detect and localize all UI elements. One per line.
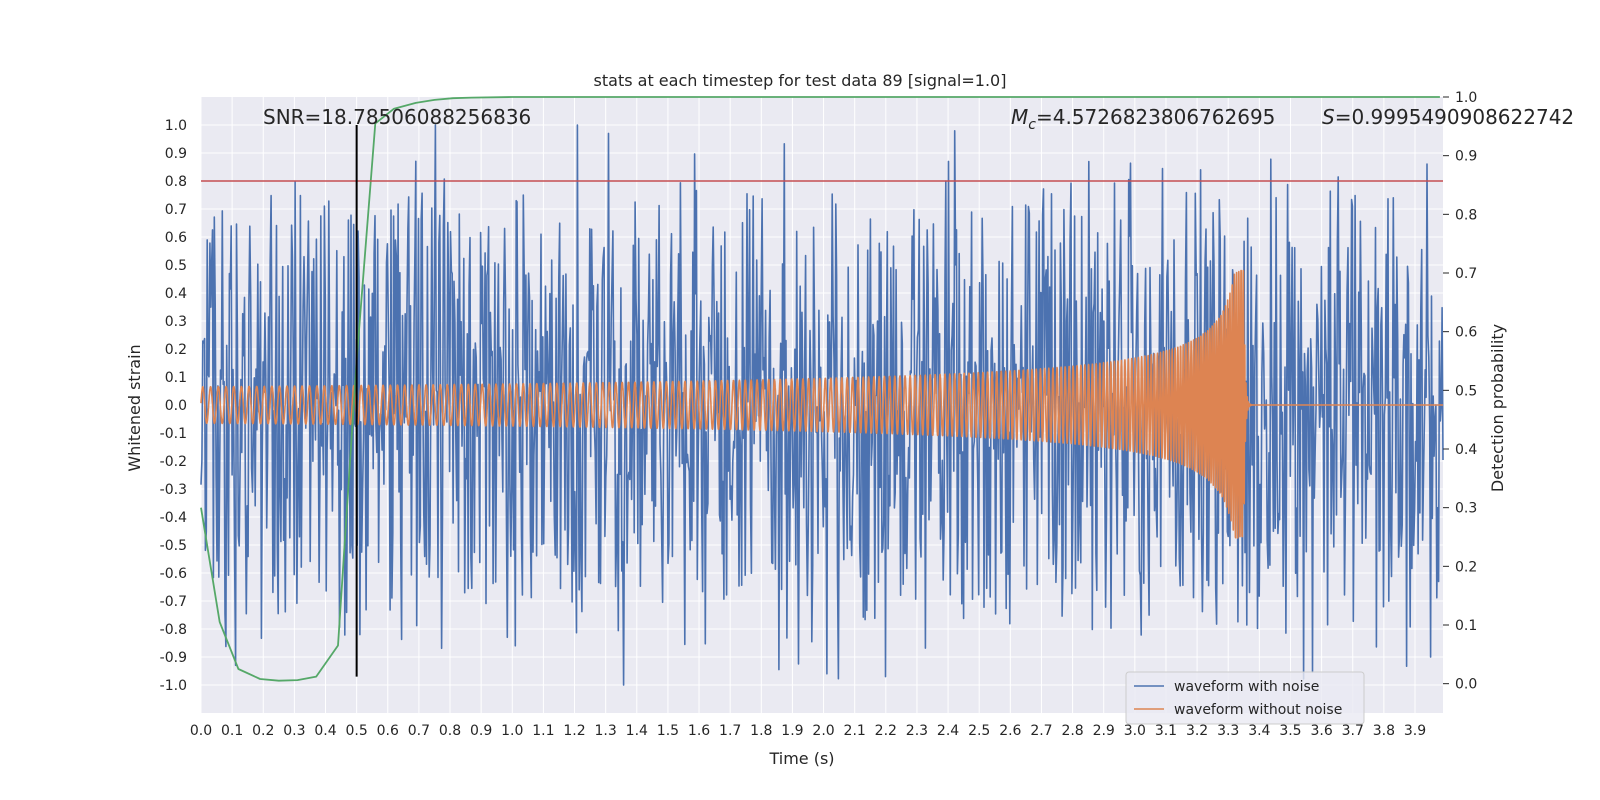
x-tick-label: 2.6 (999, 723, 1021, 739)
x-tick-label: 2.5 (968, 723, 990, 739)
x-tick-label: 0.3 (283, 723, 305, 739)
legend-label-clean: waveform without noise (1174, 702, 1342, 718)
x-tick-label: 1.2 (563, 723, 585, 739)
y2-tick-label: 0.9 (1455, 149, 1477, 165)
legend-box (1125, 671, 1365, 725)
y-tick-label: -0.1 (160, 426, 187, 442)
x-tick-label: 3.2 (1186, 723, 1208, 739)
x-axis-label: Time (s) (768, 749, 834, 768)
y2-tick-label: 0.8 (1455, 207, 1477, 223)
x-tick-label: 2.0 (812, 723, 834, 739)
plot-area (200, 96, 1444, 713)
y-tick-label: 0.2 (165, 342, 187, 358)
markers (201, 125, 1443, 677)
x-tick-label: 1.7 (719, 723, 741, 739)
x-tick-label: 3.4 (1248, 723, 1270, 739)
x-tick-label: 3.7 (1342, 723, 1364, 739)
x-tick-label: 2.7 (1030, 723, 1052, 739)
y2-tick-label: 0.6 (1455, 325, 1477, 341)
x-tick-label: 3.9 (1404, 723, 1426, 739)
x-tick-label: 0.9 (470, 723, 492, 739)
y-tick-label: -0.4 (160, 510, 187, 526)
x-tick-label: 2.3 (906, 723, 928, 739)
y2-tick-label: 0.7 (1455, 266, 1477, 282)
y-tick-label: -0.8 (160, 622, 187, 638)
y-tick-label: -0.9 (160, 650, 187, 666)
s-value: =0.9995490908622742 (1335, 105, 1574, 129)
s-symbol: S (1322, 105, 1335, 129)
y2-tick-label: 0.3 (1455, 501, 1477, 517)
x-tick-label: 0.5 (346, 723, 368, 739)
y2-tick-label: 0.1 (1455, 618, 1477, 634)
y2-tick-label: 0.2 (1455, 559, 1477, 575)
y-tick-label: 0.7 (165, 202, 187, 218)
y-tick-label: -0.7 (160, 594, 187, 610)
probability-line (200, 96, 1440, 682)
y-tick-label: 0.0 (165, 398, 187, 414)
snr-annotation: SNR=18.78506088256836 (263, 105, 531, 129)
x-tick-label: 3.1 (1155, 723, 1177, 739)
x-tick-label: 1.9 (781, 723, 803, 739)
x-tick-label: 0.7 (408, 723, 430, 739)
x-tick-label: 1.3 (595, 723, 617, 739)
x-tick-label: 2.4 (937, 723, 959, 739)
y-tick-label: -0.5 (160, 538, 187, 554)
y2-tick-label: 0.0 (1455, 677, 1477, 693)
y2-tick-label: 0.5 (1455, 383, 1477, 399)
y-tick-label: 0.5 (165, 258, 187, 274)
x-tick-label: 0.1 (221, 723, 243, 739)
x-tick-label: 1.8 (750, 723, 772, 739)
y-tick-label: -0.2 (160, 454, 187, 470)
y-tick-label: 0.8 (165, 174, 187, 190)
legend: waveform with noise waveform without noi… (1125, 671, 1365, 725)
x-tick-label: 2.1 (844, 723, 866, 739)
x-tick-label: 0.2 (252, 723, 274, 739)
y-axis-ticks: 1.0 0.9 0.8 0.7 0.6 0.5 0.4 0.3 0.2 0.1 0.0 -0.1 -0.… (160, 118, 187, 694)
legend-label-noise: waveform with noise (1174, 679, 1319, 695)
y-tick-label: -0.6 (160, 566, 187, 582)
y-tick-label: 1.0 (165, 118, 187, 134)
x-tick-label: 1.1 (532, 723, 554, 739)
y2-axis-label: Detection probability (1488, 324, 1507, 492)
y2-tick-label: 1.0 (1455, 90, 1477, 106)
x-tick-label: 2.2 (875, 723, 897, 739)
x-tick-label: 3.8 (1373, 723, 1395, 739)
y-tick-label: -1.0 (160, 678, 187, 694)
x-tick-label: 3.6 (1310, 723, 1332, 739)
x-tick-label: 3.0 (1124, 723, 1146, 739)
mc-symbol: M (1011, 105, 1028, 129)
x-axis-ticks: 0.0 0.1 0.2 0.3 0.4 0.5 0.6 0.7 0.8 0.9 1.0 1.1 1.2 1… (190, 723, 1426, 739)
y-axis-label: Whitened strain (125, 344, 144, 471)
y-tick-label: -0.3 (160, 482, 187, 498)
y-tick-label: 0.4 (165, 286, 187, 302)
y-tick-label: 0.6 (165, 230, 187, 246)
x-tick-label: 2.9 (1093, 723, 1115, 739)
x-tick-label: 3.3 (1217, 723, 1239, 739)
x-tick-label: 2.8 (1061, 723, 1083, 739)
y-tick-label: 0.9 (165, 146, 187, 162)
x-tick-label: 0.4 (314, 723, 336, 739)
x-tick-label: 3.5 (1279, 723, 1301, 739)
y2-axis-ticks: 0.0 0.1 0.2 0.3 0.4 0.5 0.6 0.7 0.8 0.9 1.0 (1443, 90, 1477, 693)
x-tick-label: 1.4 (626, 723, 648, 739)
mc-annotation: Mc=4.5726823806762695 (1011, 105, 1275, 133)
x-tick-label: 1.6 (688, 723, 710, 739)
s-annotation: S=0.9995490908622742 (1322, 105, 1574, 129)
x-tick-label: 0.6 (377, 723, 399, 739)
x-tick-label: 0.8 (439, 723, 461, 739)
mc-subscript: c (1028, 117, 1036, 133)
x-tick-label: 1.0 (501, 723, 523, 739)
clean-waveform-line (200, 269, 1444, 539)
series-detection-probability (200, 96, 1440, 682)
y-tick-label: 0.1 (165, 370, 187, 386)
y2-tick-label: 0.4 (1455, 442, 1477, 458)
y-tick-label: 0.3 (165, 314, 187, 330)
series-waveform-without-noise (200, 269, 1444, 539)
mc-value: =4.5726823806762695 (1036, 105, 1275, 129)
x-tick-label: 0.0 (190, 723, 212, 739)
chart-title: stats at each timestep for test data 89 … (594, 71, 1007, 90)
x-tick-label: 1.5 (657, 723, 679, 739)
